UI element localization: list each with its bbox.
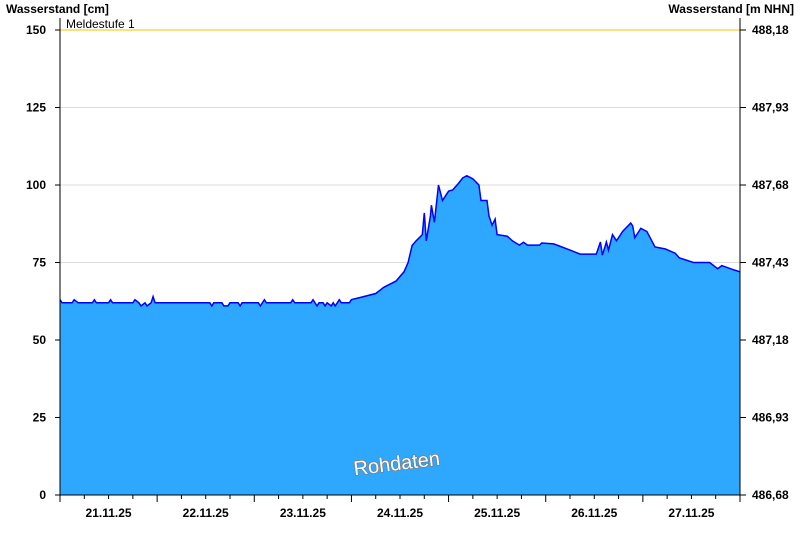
water-level-area — [60, 175, 740, 495]
right-axis-title: Wasserstand [m NHN] — [668, 2, 794, 16]
left-tick-label: 0 — [39, 488, 46, 502]
x-tick-label: 21.11.25 — [86, 506, 132, 520]
threshold-label: Meldestufe 1 — [66, 17, 135, 31]
left-tick-label: 125 — [26, 101, 46, 115]
right-tick-label: 486,93 — [752, 411, 789, 425]
x-tick-label: 22.11.25 — [183, 506, 229, 520]
x-tick-label: 26.11.25 — [571, 506, 617, 520]
right-tick-label: 487,93 — [752, 101, 789, 115]
axes: 0 486,68 25 486,93 50 487,18 75 487,43 100 487,68… — [26, 18, 789, 520]
left-tick-label: 25 — [33, 411, 47, 425]
left-axis-title: Wasserstand [cm] — [6, 2, 109, 16]
left-tick-label: 100 — [26, 178, 46, 192]
x-tick-label: 25.11.25 — [474, 506, 520, 520]
right-tick-label: 486,68 — [752, 488, 789, 502]
right-tick-label: 487,43 — [752, 256, 789, 270]
right-tick-label: 488,18 — [752, 23, 789, 37]
x-tick-label: 24.11.25 — [377, 506, 423, 520]
left-tick-label: 150 — [26, 23, 46, 37]
left-tick-label: 50 — [33, 333, 47, 347]
water-level-line — [59, 174, 741, 308]
right-tick-label: 487,18 — [752, 333, 789, 347]
x-tick-label: 27.11.25 — [668, 506, 714, 520]
left-tick-label: 75 — [33, 256, 47, 270]
x-tick-label: 23.11.25 — [280, 506, 326, 520]
right-tick-label: 487,68 — [752, 178, 789, 192]
